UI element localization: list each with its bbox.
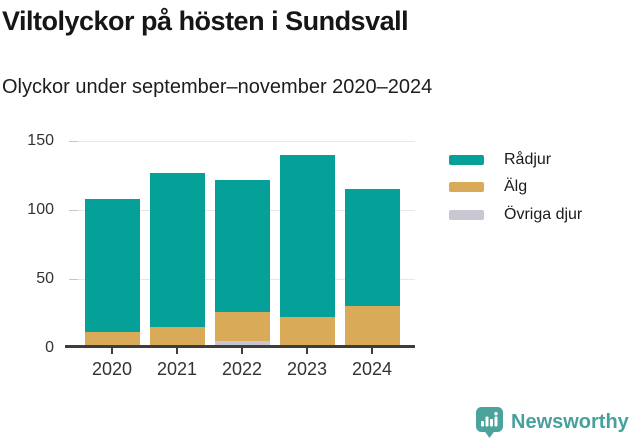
bar-segment-alg-2024 [344, 306, 400, 345]
y-tick-label-0: 0 [45, 338, 54, 356]
y-tick-100 [69, 209, 78, 211]
newsworthy-logo-icon [476, 407, 503, 438]
legend-label-ovriga-djur: Övriga djur [504, 205, 583, 223]
legend-swatch-ovriga-djur [449, 209, 484, 220]
y-tick-50 [69, 278, 78, 280]
bar-segment-radjur-2023 [279, 154, 335, 318]
y-tick-label-150: 150 [27, 132, 54, 149]
legend-item-ovriga-djur: Övriga djur [449, 201, 582, 229]
y-gridline-150 [69, 141, 415, 142]
x-tick-label-2024: 2024 [351, 359, 393, 379]
x-axis-line [65, 345, 415, 348]
x-tick-label-2021: 2021 [156, 359, 198, 379]
legend-item-radjur: Rådjur [449, 146, 582, 174]
legend-label-radjur: Rådjur [504, 150, 552, 168]
x-tick-label-2022: 2022 [221, 359, 263, 379]
chart-legend: Rådjur Älg Övriga djur [449, 146, 582, 229]
bar-segment-radjur-2020 [84, 198, 140, 333]
legend-swatch-radjur [449, 154, 484, 165]
x-tick-2020 [111, 348, 113, 354]
x-tick-label-2020: 2020 [91, 359, 133, 379]
x-tick-2024 [371, 348, 373, 354]
legend-swatch-alg [449, 182, 484, 193]
y-tick-label-100: 100 [27, 200, 54, 218]
bar-segment-alg-2023 [279, 317, 335, 345]
x-tick-2021 [176, 348, 178, 354]
x-tick-2022 [241, 348, 243, 354]
bar-segment-radjur-2021 [149, 172, 205, 327]
chart-subtitle: Olyckor under september–november 2020–20… [2, 76, 433, 98]
bar-segment-ovriga-djur-2022 [214, 340, 270, 348]
legend-item-alg: Älg [449, 174, 582, 202]
brand-name: Newsworthy [511, 411, 629, 433]
bar-segment-alg-2021 [149, 326, 205, 345]
bar-segment-radjur-2024 [344, 189, 400, 307]
x-tick-label-2023: 2023 [286, 359, 328, 379]
bar-segment-alg-2022 [214, 311, 270, 341]
legend-label-alg: Älg [504, 178, 528, 196]
bar-segment-radjur-2022 [214, 179, 270, 312]
y-tick-150 [69, 141, 78, 142]
x-tick-2023 [306, 348, 308, 354]
y-tick-label-50: 50 [36, 269, 54, 287]
chart-title: Viltolyckor på hösten i Sundsvall [2, 6, 409, 36]
brand-footer: Newsworthy [476, 407, 629, 438]
bar-segment-alg-2020 [84, 332, 140, 345]
